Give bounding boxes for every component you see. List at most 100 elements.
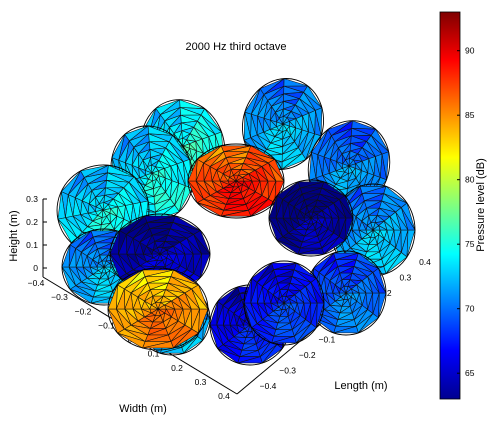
surface-facet — [237, 356, 263, 364]
surface-facet — [243, 111, 251, 141]
surface-facet — [109, 253, 127, 278]
surface-facet — [173, 328, 199, 349]
z-tick-label: 0.1 — [26, 240, 38, 250]
surface-facet — [259, 78, 285, 95]
surface-facet — [356, 252, 379, 269]
y-axis-label: Length (m) — [334, 380, 387, 392]
surface-facet — [220, 145, 252, 152]
y-tick-label: −0.4 — [260, 381, 277, 391]
surface-facet — [144, 215, 176, 223]
surface-facet — [250, 198, 276, 217]
colorbar-tick-label: 65 — [465, 368, 475, 378]
surface-facet — [297, 181, 325, 189]
surface-facet — [313, 317, 336, 334]
surface-facet — [107, 308, 125, 334]
x-tick-label: −0.4 — [28, 278, 45, 288]
surface-facet — [333, 326, 359, 334]
sphere-outline — [107, 267, 209, 351]
surface-facet — [385, 252, 408, 274]
sphere-outline — [268, 179, 354, 257]
z-tick-label: 0 — [33, 263, 38, 273]
surface-facet — [313, 252, 334, 273]
surface-facet — [296, 323, 317, 344]
surface-facet — [142, 341, 174, 349]
surface-facet — [155, 99, 180, 115]
surface-facet — [303, 85, 323, 108]
surface-facet — [202, 318, 211, 341]
surface-facet — [200, 253, 211, 278]
sphere-unit — [243, 260, 325, 346]
surface-facet — [359, 186, 387, 194]
surface-facet — [109, 230, 120, 255]
sphere-unit — [268, 179, 354, 257]
surface-facet — [243, 302, 258, 328]
colorbar-label: Pressure level (dB) — [475, 158, 487, 252]
surface-facet — [315, 107, 323, 137]
x-tick-label: 0.2 — [171, 363, 183, 373]
surface-facet — [333, 252, 359, 260]
surface-facet — [107, 284, 118, 310]
colorbar-tick-label: 75 — [465, 239, 475, 249]
surface-facet — [193, 230, 211, 255]
surface-facet — [69, 230, 92, 249]
surface-facet — [383, 186, 408, 204]
surface-facet — [61, 170, 81, 195]
y-tick-label: −0.1 — [318, 335, 335, 345]
y-tick-label: 0.3 — [399, 273, 411, 283]
surface-facet — [323, 236, 346, 255]
surface-facet — [248, 145, 276, 160]
x-axis-label: Width (m) — [119, 403, 167, 415]
surface-facet — [119, 215, 145, 235]
surface-facet — [169, 135, 190, 160]
surface-facet — [276, 240, 301, 255]
z-tick-label: 0.2 — [26, 217, 38, 227]
y-tick-label: 0.4 — [419, 257, 431, 267]
surface-facet — [90, 230, 118, 238]
surface-facet — [283, 78, 308, 87]
surface-facet — [69, 289, 94, 304]
x-tick-label: 0.3 — [195, 377, 207, 387]
surface-facet — [378, 292, 387, 318]
surface-facet — [124, 125, 149, 142]
surface-facet — [271, 336, 297, 344]
sphere-outline — [187, 143, 285, 219]
surface-facet — [372, 268, 387, 294]
y-tick-label: −0.3 — [279, 366, 296, 376]
surface-facet — [61, 244, 71, 268]
surface-facet — [191, 284, 209, 310]
surface-facet — [80, 164, 109, 178]
surface-facet — [327, 120, 353, 136]
surface-facet — [200, 108, 222, 133]
surface-facet — [217, 286, 238, 306]
x-tick-label: 0.1 — [148, 349, 160, 359]
surface-facet — [401, 202, 416, 231]
surface-facet — [281, 153, 307, 170]
surface-facet — [243, 278, 252, 304]
surface-facet — [209, 301, 218, 326]
z-axis-label: Height (m) — [8, 210, 20, 261]
z-axis-ticks: 0 0.1 0.2 0.3 — [26, 194, 47, 273]
surface-facet — [183, 336, 203, 354]
surface-facet — [172, 215, 201, 231]
surface-facet — [217, 348, 240, 364]
x-tick-label: −0.2 — [75, 306, 92, 316]
sphere-unit — [187, 143, 285, 219]
surface-facet — [170, 269, 199, 286]
surface-facet — [339, 195, 354, 219]
surface-facet — [294, 262, 317, 279]
surface-facet — [57, 191, 66, 220]
surface-facet — [268, 159, 285, 182]
surface-facet — [244, 88, 261, 115]
surface-facet — [276, 181, 299, 200]
surface-facet — [187, 159, 198, 182]
surface-facet — [309, 152, 317, 181]
surface-facet — [220, 210, 252, 217]
colorbar-ticks: 65 70 75 80 85 90 — [457, 46, 475, 378]
surface-facet — [117, 332, 146, 349]
colorbar-tick-label: 90 — [465, 46, 475, 56]
chart-title: 2000 Hz third octave — [186, 41, 287, 53]
surface-facet — [179, 99, 205, 109]
x-tick-label: −0.3 — [51, 292, 68, 302]
surface-facet — [160, 347, 184, 354]
surface-facet — [381, 151, 389, 180]
